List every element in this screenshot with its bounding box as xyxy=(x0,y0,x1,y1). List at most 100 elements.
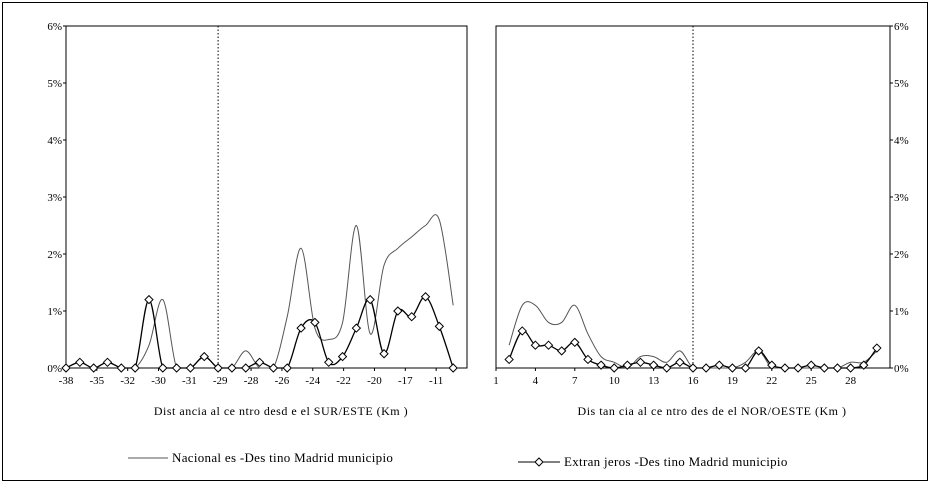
y-tick-label-nw: 2% xyxy=(894,249,909,261)
x-tick-label-nw: 28 xyxy=(845,375,857,387)
data-point-extranjeros-nw xyxy=(583,354,593,365)
data-point-extranjeros-se xyxy=(434,321,445,332)
y-tick-label-se: 0% xyxy=(47,363,62,375)
data-point-extranjeros-nw xyxy=(872,343,882,353)
y-tick-label-nw: 0% xyxy=(894,363,909,375)
x-tick-label-nw: 10 xyxy=(609,375,621,387)
data-point-extranjeros-se xyxy=(185,363,196,373)
data-point-extranjeros-se xyxy=(324,357,334,368)
data-point-extranjeros-nw xyxy=(714,360,724,370)
data-point-extranjeros-se xyxy=(310,317,320,328)
data-point-extranjeros-nw xyxy=(753,346,764,356)
data-point-extranjeros-se xyxy=(268,363,279,373)
panel-south-east: 0% 1% 2% 3% 4% 5% 6% -38 -35 -32 -30 -31 -29 -28 -26 -2… xyxy=(47,21,468,387)
data-point-extranjeros-se xyxy=(102,357,113,368)
x-tick-label-se: -28 xyxy=(244,375,259,387)
y-tick-label-se: 1% xyxy=(47,306,62,318)
data-point-extranjeros-se xyxy=(116,363,127,373)
y-tick-label-se: 6% xyxy=(47,21,62,33)
y-tick-label-se: 5% xyxy=(47,78,62,90)
y-tick-label-nw: 1% xyxy=(894,306,909,318)
data-point-extranjeros-se xyxy=(241,363,251,373)
data-point-extranjeros-se xyxy=(337,351,348,362)
data-point-extranjeros-nw xyxy=(793,363,803,373)
data-point-extranjeros-nw xyxy=(622,360,633,370)
x-tick-label-nw: 25 xyxy=(806,375,818,387)
data-point-extranjeros-nw xyxy=(543,340,554,350)
data-point-extranjeros-nw xyxy=(727,363,738,373)
data-point-extranjeros-nw xyxy=(662,363,672,373)
y-tick-label-nw: 3% xyxy=(894,192,909,204)
y-tick-label-nw: 4% xyxy=(894,135,909,147)
data-point-extranjeros-nw xyxy=(675,357,685,368)
x-tick-label-se: -11 xyxy=(429,375,443,387)
x-tick-label-nw: 22 xyxy=(766,375,777,387)
x-tick-label-se: -22 xyxy=(336,375,351,387)
y-tick-label-nw: 5% xyxy=(894,78,909,90)
data-point-extranjeros-nw xyxy=(570,337,580,348)
data-point-extranjeros-se xyxy=(61,363,71,373)
x-tick-label-se: -17 xyxy=(398,375,413,387)
data-point-extranjeros-se xyxy=(199,351,209,362)
data-point-extranjeros-nw xyxy=(648,360,659,370)
x-tick-label-se: -29 xyxy=(213,375,228,387)
x-tick-label-nw: 16 xyxy=(688,375,700,387)
data-point-extranjeros-nw xyxy=(819,363,830,373)
x-tick-label-se: -24 xyxy=(305,375,320,387)
data-point-extranjeros-se xyxy=(158,363,168,373)
data-point-extranjeros-nw xyxy=(635,357,646,368)
legend: Nacional es -Des tino Madrid municipio E… xyxy=(128,450,788,469)
x-tick-label-nw: 7 xyxy=(572,375,578,387)
data-point-extranjeros-se xyxy=(88,363,99,373)
data-point-extranjeros-se xyxy=(448,363,458,373)
data-point-extranjeros-se xyxy=(282,363,292,373)
x-tick-label-nw: 13 xyxy=(648,375,660,387)
data-point-extranjeros-se xyxy=(213,363,223,373)
series-line-extranjeros-se xyxy=(65,296,454,369)
data-point-extranjeros-nw xyxy=(688,363,698,373)
series-line-nacionales-se xyxy=(65,214,454,369)
x-tick-label-se: -20 xyxy=(367,375,382,387)
data-point-extranjeros-nw xyxy=(845,363,856,373)
y-tick-label-se: 2% xyxy=(47,249,62,261)
x-tick-label-se: -32 xyxy=(120,375,135,387)
y-tick-label-se: 4% xyxy=(47,135,62,147)
data-point-extranjeros-se xyxy=(393,306,403,316)
x-axis-label-left: Dist ancia al ce ntro desd e el SUR/ESTE… xyxy=(154,404,408,418)
data-point-extranjeros-nw xyxy=(504,354,514,365)
legend-marker-extranjeros xyxy=(534,457,544,467)
data-point-extranjeros-nw xyxy=(517,326,527,336)
data-point-extranjeros-se xyxy=(227,363,237,373)
data-point-extranjeros-se xyxy=(254,357,265,368)
data-point-extranjeros-nw xyxy=(859,360,869,370)
data-point-extranjeros-se xyxy=(420,292,431,302)
x-tick-label-se: -38 xyxy=(59,375,74,387)
x-tick-label-se: -30 xyxy=(151,375,166,387)
data-point-extranjeros-se xyxy=(351,323,362,333)
x-axis-label-right: Dis tan cia al ce ntro des de el NOR/OES… xyxy=(578,404,847,418)
data-point-extranjeros-se xyxy=(144,294,154,305)
data-point-extranjeros-se xyxy=(365,294,375,305)
data-point-extranjeros-nw xyxy=(596,360,606,370)
legend-label-extranjeros: Extran jeros -Des tino Madrid municipio xyxy=(564,454,788,469)
x-tick-label-nw: 1 xyxy=(493,375,499,387)
x-tick-label-se: -26 xyxy=(275,375,290,387)
data-point-extranjeros-se xyxy=(75,357,85,368)
x-tick-label-se: -31 xyxy=(182,375,197,387)
data-point-extranjeros-nw xyxy=(740,363,751,373)
data-point-extranjeros-nw xyxy=(556,346,567,356)
x-tick-label-nw: 19 xyxy=(727,375,739,387)
data-point-extranjeros-nw xyxy=(609,363,619,373)
data-point-extranjeros-nw xyxy=(701,363,711,373)
data-point-extranjeros-nw xyxy=(530,340,541,350)
data-point-extranjeros-se xyxy=(171,363,182,373)
x-tick-label-nw: 4 xyxy=(533,375,539,387)
data-point-extranjeros-se xyxy=(406,311,417,322)
data-point-extranjeros-nw xyxy=(767,360,777,370)
data-point-extranjeros-nw xyxy=(806,360,816,370)
x-tick-label-se: -35 xyxy=(90,375,105,387)
data-point-extranjeros-se xyxy=(130,363,140,373)
data-point-extranjeros-se xyxy=(379,349,389,359)
legend-label-nacionales: Nacional es -Des tino Madrid municipio xyxy=(172,450,393,465)
